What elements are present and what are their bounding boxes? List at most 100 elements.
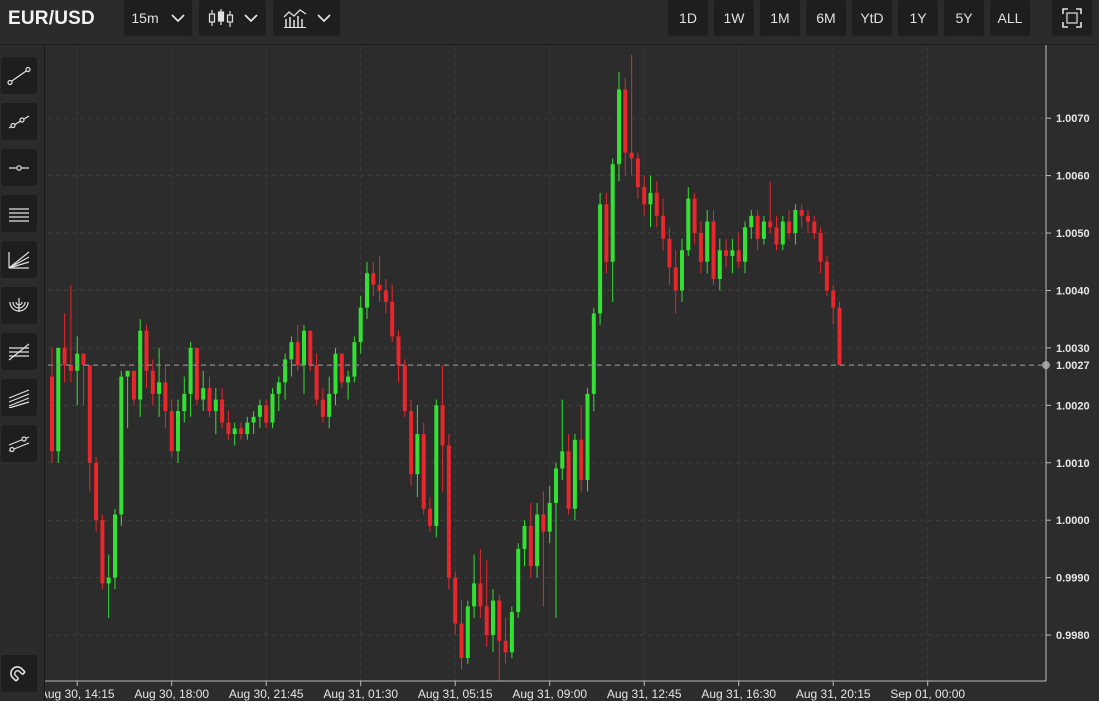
- range-all-button[interactable]: ALL: [990, 0, 1030, 36]
- range-1m-button[interactable]: 1M: [760, 0, 800, 36]
- range-1d-button[interactable]: 1D: [668, 0, 708, 36]
- candle: [50, 347, 54, 463]
- candle-body: [761, 221, 766, 239]
- candle-body: [56, 347, 61, 452]
- candle: [182, 376, 187, 423]
- top-toolbar: EUR/USD 15m 1D 1W 1M 6M YtD 1Y 5Y ALL: [0, 0, 1099, 45]
- candle: [270, 388, 275, 429]
- candle-body: [768, 221, 773, 228]
- candle-body: [478, 583, 483, 607]
- candle-body: [692, 198, 697, 234]
- candle-body: [698, 233, 703, 262]
- interval-label: 15m: [131, 10, 159, 26]
- candle-body: [459, 623, 464, 659]
- chart-type-dropdown[interactable]: [199, 0, 266, 36]
- candle: [787, 210, 792, 239]
- candle: [541, 491, 546, 607]
- candle: [56, 347, 61, 463]
- candle: [119, 370, 124, 526]
- candle-body: [440, 405, 445, 446]
- candle-body: [711, 221, 716, 279]
- candle: [131, 370, 136, 406]
- candle: [459, 600, 464, 670]
- magnet-tool[interactable]: [1, 655, 37, 692]
- candle-body: [100, 520, 105, 584]
- candle: [245, 416, 250, 440]
- candle-body: [673, 267, 678, 291]
- chart-area[interactable]: 1.0027 0.9980 0.9990 1.0000 1.0010 1.0020 1.0…: [45, 45, 1099, 701]
- candle-body: [245, 422, 250, 435]
- candle-body: [579, 439, 584, 480]
- candle-body: [705, 221, 710, 262]
- candle-body: [434, 405, 439, 526]
- candle: [560, 399, 565, 480]
- horizontal-line-tool[interactable]: [1, 149, 37, 186]
- parallel-channel-icon: [9, 207, 29, 222]
- candle: [535, 502, 540, 578]
- candle: [698, 221, 703, 274]
- candle-body: [106, 577, 111, 584]
- candle: [472, 554, 477, 618]
- candle: [673, 250, 678, 314]
- candle-body: [755, 215, 760, 239]
- candle: [743, 221, 747, 274]
- fib-retracement-tool[interactable]: [1, 333, 37, 370]
- candle-body: [239, 428, 243, 435]
- regression-trend-tool[interactable]: [1, 425, 37, 462]
- candle: [150, 359, 155, 406]
- candle-body: [352, 342, 357, 377]
- candle: [396, 330, 401, 383]
- candle-body: [62, 347, 67, 366]
- candle: [617, 72, 621, 182]
- ray-tool[interactable]: [1, 103, 37, 140]
- candle: [491, 589, 495, 653]
- range-ytd-button[interactable]: YtD: [852, 0, 892, 36]
- candle-body: [207, 388, 212, 412]
- drawing-tools-sidebar: [0, 45, 45, 701]
- fullscreen-button[interactable]: [1052, 0, 1092, 36]
- trend-line-icon: [7, 66, 31, 85]
- candle: [302, 324, 306, 394]
- fib-fan-tool[interactable]: [1, 241, 37, 278]
- trend-line-tool[interactable]: [1, 57, 37, 94]
- candle-body: [629, 152, 634, 159]
- candle-body: [68, 365, 73, 371]
- range-1w-button[interactable]: 1W: [714, 0, 754, 36]
- candle-body: [736, 250, 741, 262]
- candle: [604, 192, 609, 274]
- candle-body: [201, 388, 206, 400]
- candle: [314, 353, 319, 406]
- candle: [446, 434, 451, 590]
- candle-body: [585, 393, 590, 480]
- indicators-dropdown[interactable]: [273, 0, 340, 36]
- fib-arc-tool[interactable]: [1, 287, 37, 324]
- candle: [188, 342, 193, 417]
- candle: [320, 388, 325, 423]
- y-tick-label: 1.0000: [1056, 515, 1090, 527]
- range-1y-button[interactable]: 1Y: [898, 0, 938, 36]
- candlestick-chart[interactable]: 1.0027 0.9980 0.9990 1.0000 1.0010 1.0020 1.0…: [45, 45, 1099, 701]
- candle-body: [535, 514, 540, 567]
- candle: [799, 204, 804, 228]
- y-tick-label: 0.9980: [1056, 630, 1090, 642]
- candle: [352, 336, 357, 383]
- candle-body: [257, 405, 262, 417]
- candle-body: [125, 370, 130, 377]
- parallel-channel-tool[interactable]: [1, 195, 37, 232]
- y-tick-label: 1.0010: [1056, 458, 1090, 470]
- candle: [547, 485, 552, 544]
- fib-retracement-icon: [8, 343, 30, 360]
- range-5y-button[interactable]: 5Y: [944, 0, 984, 36]
- interval-dropdown[interactable]: 15m: [124, 0, 192, 36]
- range-6m-button[interactable]: 6M: [806, 0, 846, 36]
- candle: [831, 284, 836, 325]
- candle-body: [749, 215, 754, 228]
- chevron-down-icon: [170, 13, 185, 22]
- candle: [333, 347, 338, 406]
- candle: [478, 548, 483, 618]
- candle-body: [509, 612, 514, 653]
- x-tick-label: Aug 30, 14:15: [45, 687, 115, 701]
- y-tick-label: 0.9990: [1056, 573, 1090, 585]
- candle: [402, 359, 407, 417]
- fib-channel-tool[interactable]: [1, 379, 37, 416]
